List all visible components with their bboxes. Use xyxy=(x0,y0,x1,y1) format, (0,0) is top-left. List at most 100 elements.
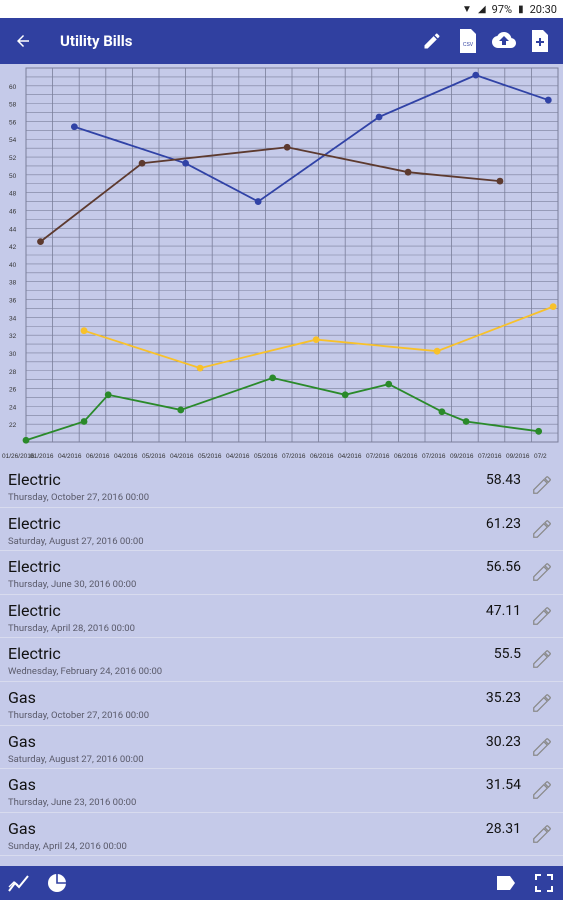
list-item[interactable]: Electric Thursday, April 28, 2016 00:00 47… xyxy=(0,595,563,639)
pencil-icon xyxy=(533,694,551,712)
label-tag-icon xyxy=(497,876,515,890)
entry-name: Gas xyxy=(8,687,36,707)
x-tick-label: 04/2016 xyxy=(170,453,194,460)
add-file-button[interactable] xyxy=(527,28,553,54)
entry-name: Electric xyxy=(8,557,61,577)
list-item[interactable]: Electric Wednesday, February 24, 2016 00:… xyxy=(0,638,563,682)
edit-entry-button[interactable] xyxy=(531,648,553,670)
y-tick-label: 50 xyxy=(9,173,17,180)
signal-icon: ◢ xyxy=(477,3,486,15)
x-tick-label: 07/2016 xyxy=(366,453,390,460)
list-item[interactable]: Gas Thursday, June 23, 2016 00:00 31.54 xyxy=(0,769,563,813)
entry-date: Sunday, April 24, 2016 00:00 xyxy=(8,840,127,852)
list-item[interactable]: Gas Saturday, August 27, 2016 00:00 30.23 xyxy=(0,726,563,770)
x-tick-label: 06/2016 xyxy=(394,453,418,460)
fullscreen-button[interactable] xyxy=(533,872,555,894)
clock: 20:30 xyxy=(529,2,557,16)
data-point xyxy=(104,391,112,399)
status-bar: ▼ ◢ 97% ▮ 20:30 xyxy=(0,0,563,18)
pie-chart-button[interactable] xyxy=(46,872,68,894)
entry-date: Thursday, April 28, 2016 00:00 xyxy=(8,622,135,634)
cloud-upload-button[interactable] xyxy=(491,28,517,54)
entry-amount: 31.54 xyxy=(485,777,521,794)
entry-amount: 30.23 xyxy=(485,733,521,750)
entry-amount: 56.56 xyxy=(485,559,521,576)
data-point xyxy=(80,327,88,335)
edit-entry-button[interactable] xyxy=(531,605,553,627)
entry-amount: 35.23 xyxy=(485,689,521,706)
x-tick-label: 07/2016 xyxy=(282,453,306,460)
data-point xyxy=(138,159,146,167)
y-tick-label: 36 xyxy=(9,298,17,305)
cloud-upload-icon xyxy=(492,32,516,48)
entry-date: Thursday, October 27, 2016 00:00 xyxy=(8,709,150,721)
x-tick-label: 04/2016 xyxy=(338,453,362,460)
back-button[interactable] xyxy=(0,18,46,64)
data-point xyxy=(182,159,190,167)
x-tick-label: 05/2016 xyxy=(142,453,166,460)
edit-entry-button[interactable] xyxy=(531,561,553,583)
y-tick-label: 46 xyxy=(9,208,17,215)
y-tick-label: 40 xyxy=(9,262,17,269)
pencil-icon xyxy=(533,781,551,800)
y-tick-label: 32 xyxy=(9,333,17,340)
entry-date: Wednesday, February 24, 2016 00:00 xyxy=(8,666,163,678)
x-tick-label: 05/2016 xyxy=(254,453,278,460)
file-plus-icon xyxy=(532,30,548,52)
edit-entry-button[interactable] xyxy=(531,823,553,845)
series-line-3 xyxy=(25,376,539,442)
x-tick-label: 05/2016 xyxy=(198,453,222,460)
x-tick-label: 07/2 xyxy=(534,453,547,460)
bills-line-chart: 22 24 26 28 30 32 34 36 38 40 42 44 46 48 50 52 54 56 58 60… xyxy=(0,64,563,464)
y-tick-label: 30 xyxy=(9,351,17,358)
list-item[interactable]: Gas Sunday, April 24, 2016 00:00 28.31 xyxy=(0,813,563,857)
bill-entry-list: Electric Thursday, October 27, 2016 00:00… xyxy=(0,464,563,866)
series-line-0 xyxy=(74,74,549,203)
y-tick-label: 60 xyxy=(9,84,17,91)
edit-entry-button[interactable] xyxy=(531,736,553,758)
y-tick-label: 58 xyxy=(9,102,17,109)
entry-amount: 47.11 xyxy=(485,602,521,619)
edit-entry-button[interactable] xyxy=(531,518,553,540)
pencil-icon xyxy=(533,476,551,494)
edit-entry-button[interactable] xyxy=(531,779,553,801)
y-tick-label: 24 xyxy=(9,404,17,411)
pencil-icon xyxy=(424,33,440,49)
y-tick-label: 42 xyxy=(9,244,17,251)
data-point xyxy=(254,198,262,205)
tag-button[interactable] xyxy=(495,872,517,894)
list-item[interactable]: Electric Thursday, October 27, 2016 00:00… xyxy=(0,464,563,508)
x-tick-label: 04/2016 xyxy=(226,453,250,460)
data-point xyxy=(549,303,557,311)
entry-date: Thursday, June 30, 2016 00:00 xyxy=(8,579,137,591)
x-tick-label: 06/2016 xyxy=(86,453,110,460)
entry-amount: 55.5 xyxy=(493,646,521,663)
entry-name: Gas xyxy=(8,775,36,795)
edit-entry-button[interactable] xyxy=(531,474,553,496)
pencil-icon xyxy=(533,606,551,625)
line-chart-button[interactable] xyxy=(8,872,30,894)
page-title: Utility Bills xyxy=(60,32,133,50)
x-tick-label: 07/2016 xyxy=(422,453,446,460)
x-tick-label: 04/2016 xyxy=(58,453,82,460)
list-item[interactable]: Gas Thursday, October 27, 2016 00:00 35.23 xyxy=(0,682,563,726)
entry-name: Gas xyxy=(8,731,36,751)
data-point xyxy=(496,177,504,185)
edit-button[interactable] xyxy=(419,28,445,54)
list-item[interactable]: Electric Saturday, August 27, 2016 00:00 6… xyxy=(0,508,563,552)
data-point xyxy=(269,374,277,382)
x-tick-label: 09/2016 xyxy=(506,453,530,460)
x-tick-label: 06/2016 xyxy=(310,453,334,460)
export-csv-button[interactable]: CSV xyxy=(455,28,481,54)
edit-entry-button[interactable] xyxy=(531,692,553,714)
y-tick-label: 48 xyxy=(9,191,17,198)
entry-date: Thursday, June 23, 2016 00:00 xyxy=(8,797,137,809)
svg-text:CSV: CSV xyxy=(463,42,474,48)
pencil-icon xyxy=(533,650,551,669)
chart-svg: 22 24 26 28 30 32 34 36 38 40 42 44 46 48 50 52 54 56 58 60… xyxy=(2,67,559,460)
y-tick-label: 38 xyxy=(9,280,17,287)
list-item[interactable]: Electric Thursday, June 30, 2016 00:00 56.… xyxy=(0,551,563,595)
data-point xyxy=(80,418,88,425)
y-tick-label: 54 xyxy=(9,137,17,144)
y-tick-label: 22 xyxy=(9,422,17,429)
